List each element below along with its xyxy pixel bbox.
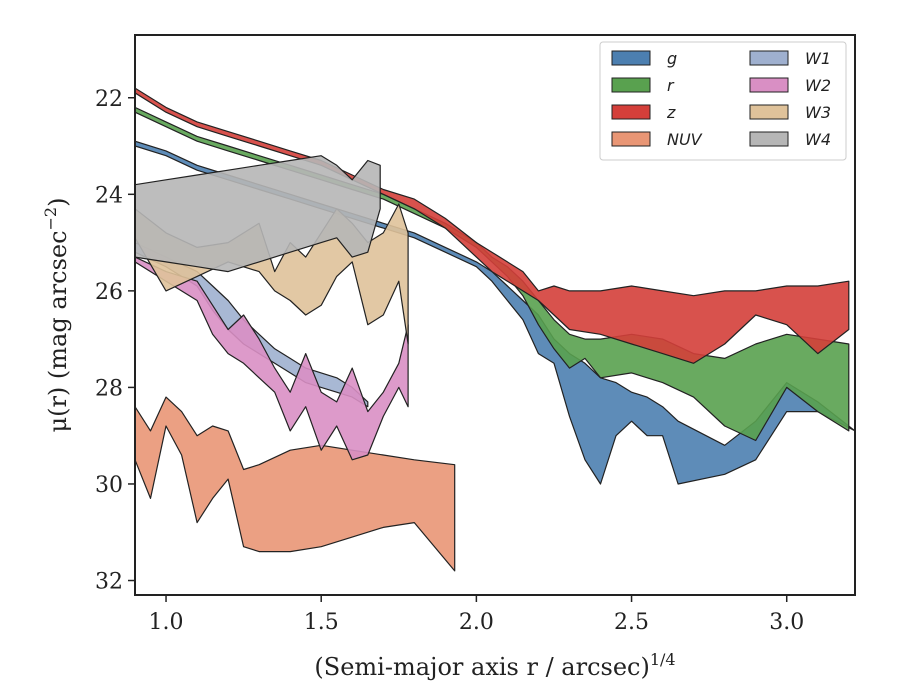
legend-label-w2: W2: [805, 76, 831, 95]
legend-label-z: z: [666, 103, 676, 122]
x-axis-title-exponent: 1/4: [650, 650, 676, 669]
y-axis-title-close: ): [44, 198, 72, 207]
legend-label-nuv: NUV: [667, 130, 703, 149]
y-tick-label: 30: [95, 473, 123, 498]
legend-swatch-w4: [749, 131, 789, 147]
x-tick-label: 1.5: [304, 610, 339, 635]
band-z: [135, 87, 850, 364]
y-tick-label: 22: [95, 87, 123, 112]
legend-swatch-w2: [749, 77, 789, 93]
y-axis-title-text: μ(r) (mag arcsec: [44, 230, 72, 432]
legend-label-g: g: [667, 49, 677, 68]
legend-swatch-w3: [749, 104, 789, 120]
band-nuv: [135, 396, 456, 572]
legend-swatch-r: [611, 77, 651, 93]
axis-layer: 1.0 1.5 2.0 2.5 3.0 22 24 26 28 30 32: [95, 87, 804, 635]
x-axis-title: (Semi-major axis r / arcsec)1/4: [314, 650, 675, 681]
plot-frame: [134, 34, 856, 596]
legend-swatch-w1: [749, 50, 789, 66]
series-layer: [135, 87, 855, 572]
legend-swatch-g: [611, 50, 651, 66]
x-tick-label: 1.0: [149, 610, 184, 635]
y-tick-label: 28: [95, 376, 123, 401]
legend: grz NUV W1 W2 W3 W4: [599, 41, 847, 161]
x-tick-label: 3.0: [769, 610, 804, 635]
y-tick-label: 26: [95, 280, 123, 305]
y-tick-label: 32: [95, 570, 123, 595]
legend-swatch-z: [611, 104, 651, 120]
legend-label-w1: W1: [805, 49, 831, 68]
y-axis-title-exponent: −2: [41, 207, 60, 231]
band-w2: [135, 256, 409, 461]
legend-swatch-nuv: [611, 131, 651, 147]
legend-frame: [599, 41, 847, 161]
y-tick-label: 24: [95, 183, 123, 208]
legend-label-w4: W4: [805, 130, 831, 149]
band-w4: [135, 155, 381, 273]
legend-label-r: r: [667, 76, 675, 95]
legend-label-w3: W3: [805, 103, 831, 122]
x-tick-label: 2.0: [459, 610, 494, 635]
y-axis-title: μ(r) (mag arcsec−2): [41, 198, 72, 433]
x-axis-title-text: (Semi-major axis r / arcsec): [314, 653, 649, 681]
x-tick-label: 2.5: [614, 610, 649, 635]
